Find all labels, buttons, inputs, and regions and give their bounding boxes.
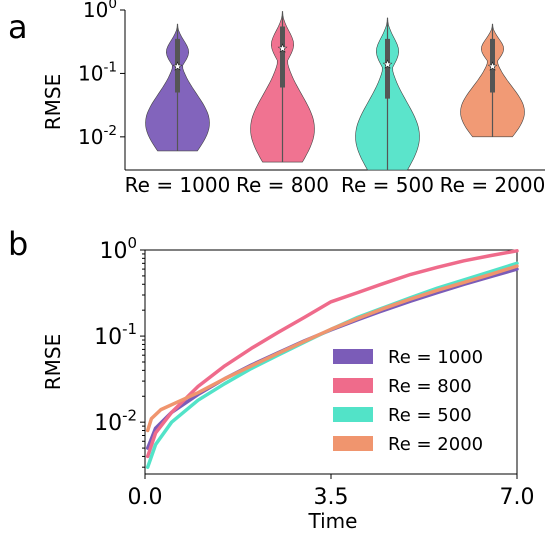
panel-b-ytick-label: 10-1 <box>94 320 137 350</box>
violin-category-label: Re = 500 <box>341 173 434 197</box>
panel-label-b: b <box>8 225 28 263</box>
panel-a-ytick-label: 10-1 <box>78 59 117 85</box>
panel-b-xlabel: Time <box>308 509 358 533</box>
legend-swatch <box>333 407 373 422</box>
violin-plot-panel: 100 10-1 10-2 ★ Re = 1000 ★ Re = 800 ★ Re = 500 ★… <box>78 0 545 197</box>
legend-swatch <box>333 436 373 451</box>
violin-mean-marker: ★ <box>173 60 183 73</box>
legend-label: Re = 800 <box>388 376 472 397</box>
violin-category-label: Re = 800 <box>236 173 329 197</box>
legend-label: Re = 1000 <box>388 347 483 368</box>
legend-label: Re = 2000 <box>388 434 483 455</box>
panel-a-ytick-label: 100 <box>83 0 117 22</box>
panel-a-ytick-label: 10-2 <box>78 123 117 149</box>
violin-mean-marker: ★ <box>383 58 393 71</box>
panel-b-ytick-label: 100 <box>99 234 137 264</box>
panel-a-ylabel: RMSE <box>41 74 65 130</box>
legend-swatch <box>333 349 373 364</box>
violin-mean-marker: ★ <box>278 42 288 55</box>
panel-b-xtick-label: 7.0 <box>500 485 535 510</box>
panel-b-ytick-label: 10-2 <box>94 406 137 436</box>
panel-b-xtick-label: 0.0 <box>128 485 163 510</box>
series-line <box>145 264 519 433</box>
violin-mean-marker: ★ <box>488 60 498 73</box>
line-plot-panel: 100 10-1 10-2 0.0 3.5 7.0 Re = 1000 Re = 800 Re … <box>94 234 534 510</box>
legend-label: Re = 500 <box>388 405 472 426</box>
panel-label-a: a <box>8 8 28 46</box>
violin-category-label: Re = 1000 <box>125 173 231 197</box>
violin-category-label: Re = 2000 <box>440 173 546 197</box>
legend-swatch <box>333 378 373 393</box>
panel-b-ylabel: RMSE <box>41 334 65 390</box>
panel-b-xtick-label: 3.5 <box>314 485 349 510</box>
